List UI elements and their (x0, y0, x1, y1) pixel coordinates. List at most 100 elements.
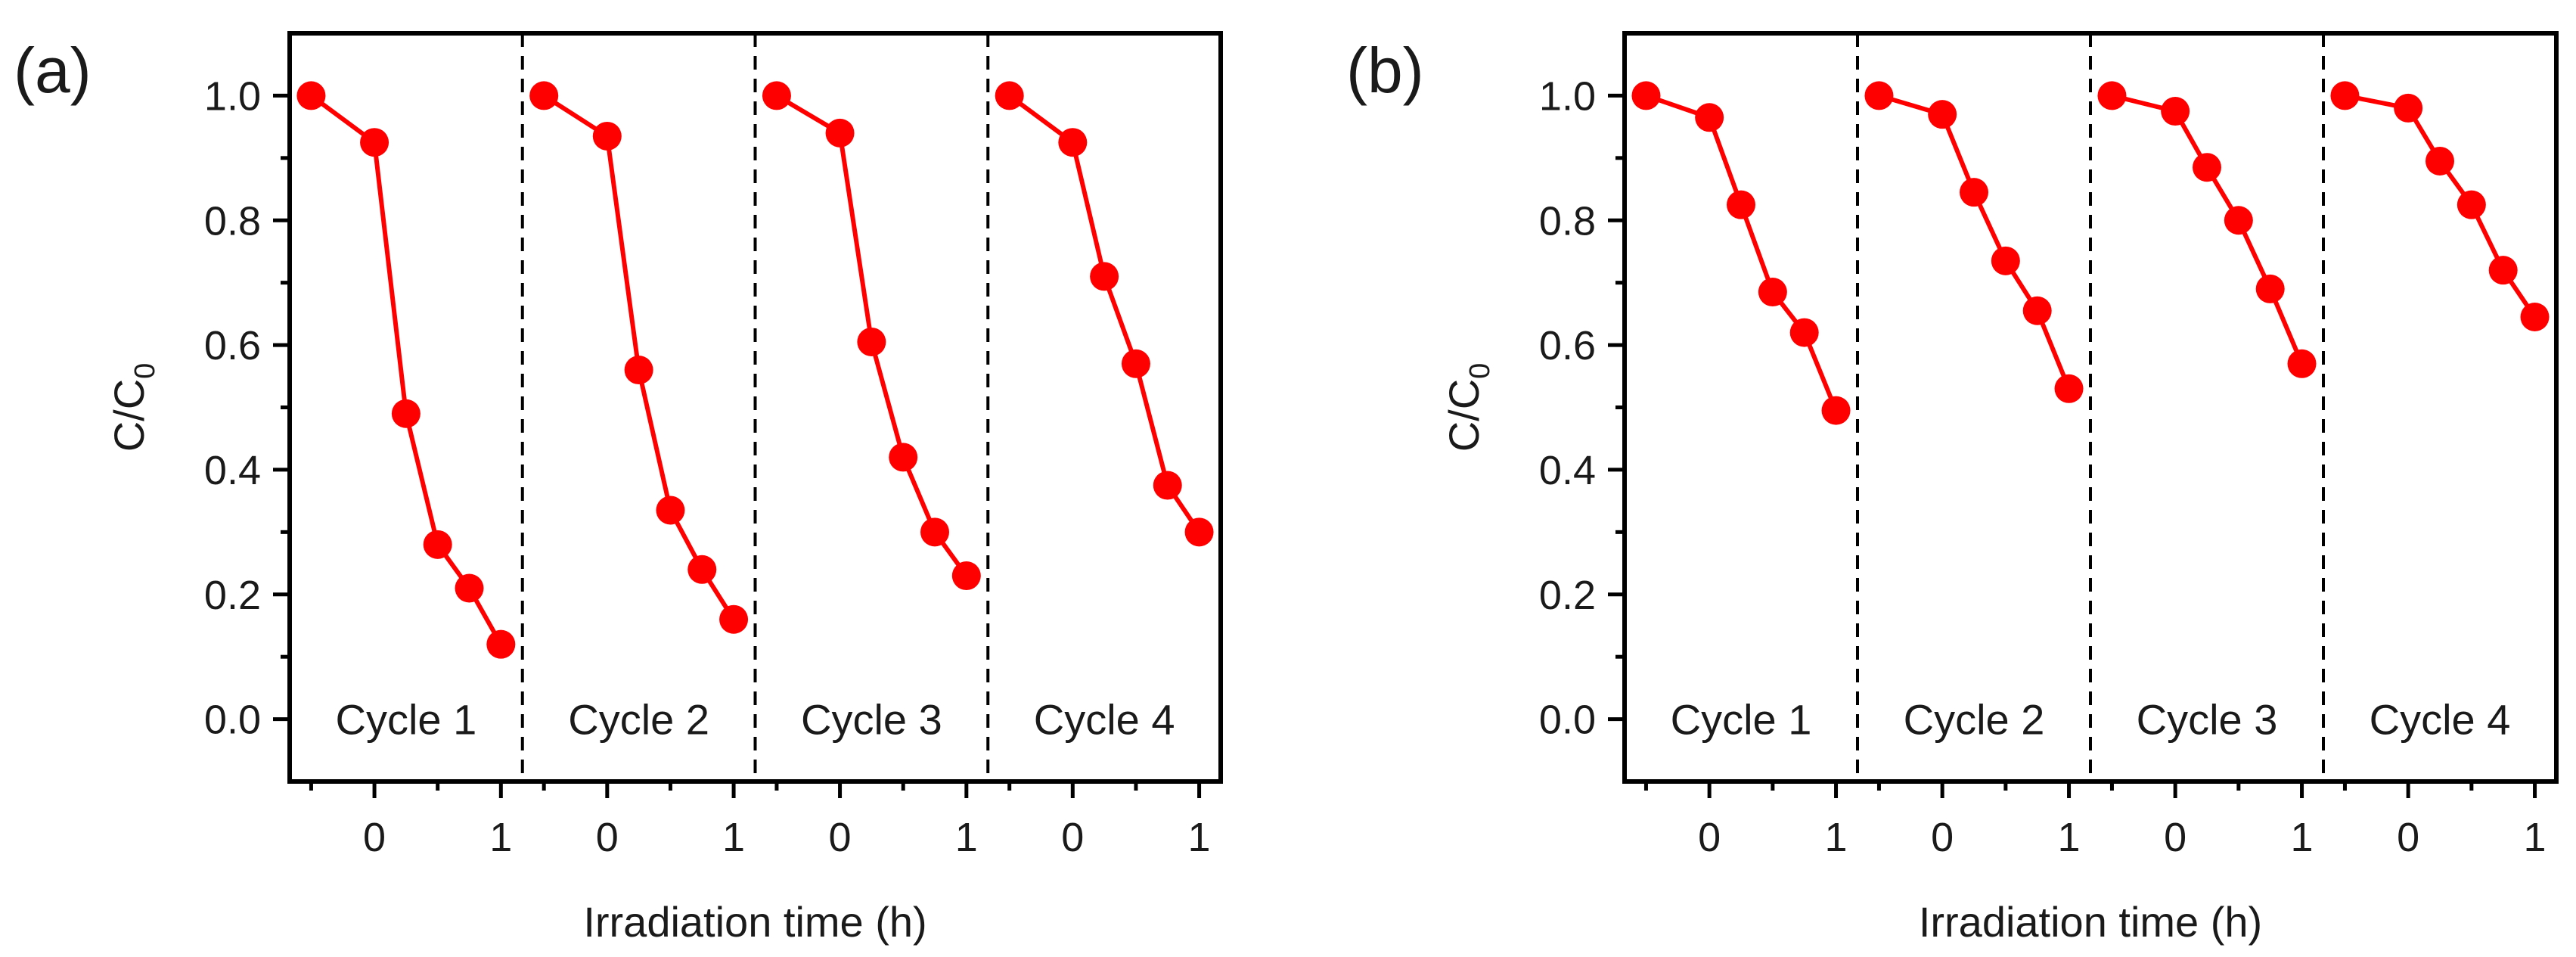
panel-b-ytick-label: 0.0 (1539, 698, 1596, 743)
panel-b-series-line-cycle-2 (1878, 93, 2072, 390)
panel-b-data-point (1928, 100, 1957, 129)
panel-a-data-point (529, 81, 559, 110)
panel-a-data-point (423, 530, 452, 559)
panel-a-label: (a) (14, 35, 92, 106)
panel-b-xtick-label: 0 (1931, 815, 1954, 860)
panel-b-data-point (1631, 81, 1661, 110)
panel-a-data-point (825, 118, 855, 148)
panel-a-series-line-cycle-1 (309, 94, 503, 646)
panel-a-plot-frame (287, 31, 1223, 784)
panel-a-data-point (857, 327, 886, 356)
panel-b-data-point (2022, 296, 2052, 325)
panel-a-data-point (951, 561, 981, 591)
panel-b-ylabel: C/C0 (1440, 363, 1496, 452)
panel-a-data-point (391, 399, 421, 428)
panel-a-xtick-label: 1 (955, 815, 978, 860)
panel-b-xtick-label: 1 (2524, 815, 2547, 860)
panel-b-ytick-label: 0.6 (1539, 323, 1596, 368)
panel-b-ylabel-main: C/C (1440, 379, 1488, 452)
panel-a: (a)0.00.20.40.60.81.0C/C00 1 0 1 0 1 0 1Irradia… (14, 31, 1223, 946)
panel-b-series-line-cycle-3 (2111, 93, 2304, 365)
panel-a-cycle-label: Cycle 1 (336, 696, 477, 744)
panel-b-xtick-label: 0 (2397, 815, 2419, 860)
panel-b-ytick-label: 0.2 (1539, 573, 1596, 618)
panel-b-data-point (2520, 302, 2550, 331)
panel-a-data-point (1184, 517, 1214, 547)
panel-b-series-line-cycle-1 (1645, 93, 1839, 412)
panel-b-data-point (2425, 146, 2454, 176)
panel-a-data-point (687, 555, 717, 584)
panel-b-cycle-label: Cycle 3 (2137, 696, 2278, 744)
panel-a-data-point (486, 629, 516, 659)
panel-b-data-point (2161, 97, 2190, 126)
panel-b-plot-frame (1622, 31, 2559, 784)
panel-a-data-point (1058, 128, 1088, 157)
panel-a-data-point (656, 496, 685, 525)
panel-a-data-point (1153, 471, 1182, 500)
panel-b-data-point (1758, 278, 1787, 307)
panel-a-series-line-cycle-4 (1007, 94, 1202, 534)
panel-b-data-point (2394, 93, 2423, 123)
panel-a-ytick-label: 0.8 (204, 198, 261, 244)
panel-b-data-point (1960, 178, 1988, 207)
panel-b-xtick-label: 0 (2164, 815, 2186, 860)
panel-a-data-point (455, 573, 484, 603)
panel-b-data-point (2193, 153, 2221, 182)
panel-b-cycle-label: Cycle 4 (2370, 696, 2511, 744)
panel-a-ytick-label: 0.6 (204, 323, 261, 368)
panel-b: (b)0.00.20.40.60.81.0C/C00 1 0 1 0 1 0 1Irradia… (1346, 31, 2559, 946)
panel-b-label: (b) (1346, 35, 1424, 106)
panel-a-cycle-label: Cycle 4 (1034, 696, 1175, 744)
panel-a-xtick-label: 1 (1188, 815, 1211, 860)
panel-b-ytick-label: 0.8 (1539, 198, 1596, 244)
panel-a-data-point (592, 121, 622, 151)
panel-a-xtick-label: 1 (722, 815, 745, 860)
panel-b-data-point (1789, 318, 1819, 347)
panel-a-ytick-label: 0.2 (204, 573, 261, 618)
panel-b-ylabel-subscript: 0 (1464, 363, 1496, 379)
panel-b-ytick-label: 1.0 (1539, 73, 1596, 119)
panel-b-data-point (1821, 396, 1851, 425)
panel-a-data-point (762, 81, 791, 110)
panel-a-data-point (995, 81, 1024, 110)
panel-a-xtick-label: 1 (489, 815, 512, 860)
panel-b-data-point (2097, 81, 2127, 110)
panel-a-ytick-label: 0.4 (204, 448, 261, 493)
panel-a-ylabel-main: C/C (105, 379, 153, 452)
panel-a-data-point (1090, 262, 1119, 291)
panel-a-data-point (920, 517, 950, 547)
panel-a-ytick-label: 0.0 (204, 698, 261, 743)
panel-b-xtick-label: 1 (1825, 815, 1848, 860)
panel-a-cycle-label: Cycle 2 (568, 696, 709, 744)
panel-a-xtick-label: 0 (829, 815, 852, 860)
panel-a-xlabel: Irradiation time (h) (583, 898, 926, 946)
panel-b-data-point (1864, 81, 1894, 110)
panel-a-data-point (624, 356, 653, 385)
panel-a-data-point (889, 443, 918, 472)
panel-a-ylabel: C/C0 (105, 363, 161, 452)
panel-b-data-point (2255, 274, 2285, 303)
panel-b-data-point (2488, 256, 2518, 285)
panel-a-ytick-label: 1.0 (204, 73, 261, 119)
panel-b-xtick-label: 0 (1698, 815, 1721, 860)
panel-b-data-point (2054, 374, 2084, 403)
panel-a-xtick-label: 0 (1061, 815, 1084, 860)
panel-b-xlabel: Irradiation time (h) (1919, 898, 2262, 946)
panel-b-data-point (2330, 81, 2360, 110)
panel-a-data-point (1121, 349, 1150, 378)
panel-b-data-point (1695, 103, 1724, 132)
panel-b-cycle-label: Cycle 1 (1671, 696, 1812, 744)
panel-b-xtick-label: 1 (2058, 815, 2081, 860)
panel-b-xtick-label: 1 (2291, 815, 2314, 860)
panel-a-xtick-label: 0 (596, 815, 619, 860)
panel-a-data-point (360, 128, 390, 157)
panel-b-data-point (1727, 190, 1755, 219)
panel-a-cycle-label: Cycle 3 (801, 696, 942, 744)
panel-b-data-point (2287, 349, 2317, 378)
panel-b-ytick-label: 0.4 (1539, 448, 1596, 493)
panel-a-data-point (719, 604, 749, 634)
panel-b-data-point (1991, 246, 2020, 275)
panel-b-cycle-label: Cycle 2 (1904, 696, 2045, 744)
panel-a-data-point (296, 81, 326, 110)
